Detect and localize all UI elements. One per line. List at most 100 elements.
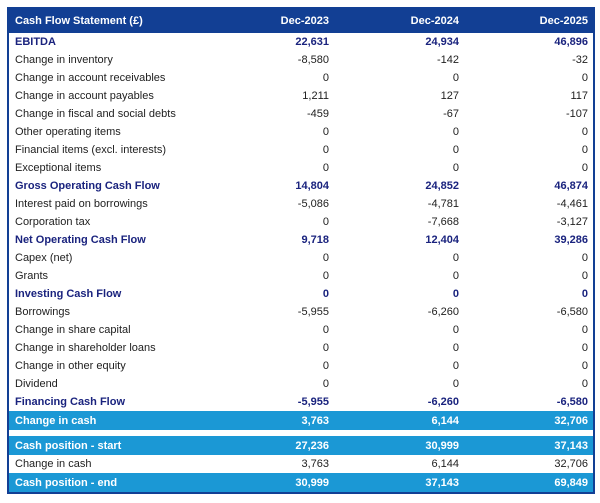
table-row: Change in cash 3,763 6,144 32,706 — [8, 411, 594, 430]
row-label: Grants — [15, 270, 49, 282]
table-row: Borrowings -5,955 -6,260 -6,580 — [8, 303, 594, 321]
cell-value: 0 — [322, 162, 329, 174]
cell-value: -7,668 — [427, 216, 459, 228]
table-row: Gross Operating Cash Flow 14,804 24,852 46,… — [8, 177, 594, 195]
row-label: Cash position - start — [8, 436, 204, 455]
table-row: Cash position - end 30,999 37,143 69,849 — [8, 473, 594, 493]
cell-value: 0 — [322, 378, 329, 390]
cell-value: 0 — [581, 360, 588, 372]
cell-value: 37,143 — [464, 436, 594, 455]
cell-value: -6,580 — [556, 396, 588, 408]
row-label: Exceptional items — [15, 162, 102, 174]
cell-value: 0 — [452, 324, 459, 336]
cell-value: 6,144 — [431, 458, 459, 470]
cell-value: 0 — [322, 288, 329, 300]
row-label: Change in shareholder loans — [15, 342, 156, 354]
cell-value: 0 — [581, 288, 588, 300]
table-row: Investing Cash Flow 0 0 0 — [8, 285, 594, 303]
cell-value: 0 — [452, 144, 459, 156]
cell-value: 0 — [452, 360, 459, 372]
table-row: Change in account payables 1,211 127 117 — [8, 87, 594, 105]
cell-value: -32 — [572, 54, 588, 66]
cell-value: 127 — [440, 90, 459, 102]
table-row: Cash position - start 27,236 30,999 37,143 — [8, 436, 594, 455]
cash-flow-statement: Cash Flow Statement (£) Dec-2023 Dec-2024… — [7, 7, 595, 494]
row-label: Dividend — [15, 378, 58, 390]
cell-value: -6,260 — [427, 396, 459, 408]
row-label: Interest paid on borrowings — [15, 198, 148, 210]
table-body: EBITDA 22,631 24,934 46,896 Change in invent… — [8, 33, 594, 493]
cell-value: 12,404 — [425, 234, 459, 246]
cell-value: 0 — [322, 360, 329, 372]
cell-value: -5,955 — [297, 306, 329, 318]
table-row: Financing Cash Flow -5,955 -6,260 -6,580 — [8, 393, 594, 411]
column-header: Dec-2023 — [204, 8, 334, 33]
row-label: Change in share capital — [15, 324, 131, 336]
cell-value: 0 — [581, 378, 588, 390]
cell-value: -4,461 — [556, 198, 588, 210]
row-label: EBITDA — [15, 36, 56, 48]
row-label: Financial items (excl. interests) — [15, 144, 166, 156]
column-header: Dec-2024 — [334, 8, 464, 33]
cell-value: 0 — [581, 126, 588, 138]
cell-value: 27,236 — [204, 436, 334, 455]
cell-value: 0 — [581, 144, 588, 156]
cell-value: 0 — [452, 378, 459, 390]
cell-value: -67 — [443, 108, 459, 120]
table-row: Change in account receivables 0 0 0 — [8, 69, 594, 87]
cell-value: 30,999 — [204, 473, 334, 493]
cell-value: 69,849 — [464, 473, 594, 493]
table-row: EBITDA 22,631 24,934 46,896 — [8, 33, 594, 51]
cell-value: 0 — [322, 270, 329, 282]
table-row: Corporation tax 0 -7,668 -3,127 — [8, 213, 594, 231]
cell-value: 0 — [322, 252, 329, 264]
cell-value: -459 — [306, 108, 329, 120]
cell-value: -5,955 — [297, 396, 329, 408]
row-label: Capex (net) — [15, 252, 73, 264]
row-label: Change in account payables — [15, 90, 154, 102]
table-row: Change in cash 3,763 6,144 32,706 — [8, 455, 594, 473]
table-row: Change in other equity 0 0 0 — [8, 357, 594, 375]
cell-value: 0 — [322, 144, 329, 156]
cell-value: 46,874 — [554, 180, 588, 192]
cell-value: 0 — [452, 270, 459, 282]
row-label: Gross Operating Cash Flow — [15, 180, 160, 192]
cell-value: 9,718 — [301, 234, 329, 246]
cell-value: 6,144 — [334, 411, 464, 430]
cell-value: 39,286 — [554, 234, 588, 246]
cell-value: 3,763 — [301, 458, 329, 470]
cell-value: 0 — [452, 126, 459, 138]
cell-value: 0 — [581, 342, 588, 354]
cell-value: -8,580 — [297, 54, 329, 66]
row-label: Change in cash — [8, 411, 204, 430]
cell-value: 0 — [581, 162, 588, 174]
cell-value: -142 — [436, 54, 459, 66]
cash-flow-table: Cash Flow Statement (£) Dec-2023 Dec-2024… — [7, 7, 595, 494]
table-row: Grants 0 0 0 — [8, 267, 594, 285]
table-row: Financial items (excl. interests) 0 0 0 — [8, 141, 594, 159]
cell-value: 32,706 — [464, 411, 594, 430]
cell-value: 24,852 — [425, 180, 459, 192]
cell-value: 0 — [452, 342, 459, 354]
table-row: Other operating items 0 0 0 — [8, 123, 594, 141]
row-label: Change in inventory — [15, 54, 113, 66]
spacer-cell — [8, 430, 594, 436]
cell-value: 24,934 — [425, 36, 459, 48]
column-header: Dec-2025 — [464, 8, 594, 33]
row-label: Net Operating Cash Flow — [15, 234, 146, 246]
row-label: Borrowings — [15, 306, 71, 318]
cell-value: 0 — [322, 72, 329, 84]
row-label: Change in cash — [15, 458, 92, 470]
table-row: Exceptional items 0 0 0 — [8, 159, 594, 177]
cell-value: 0 — [452, 288, 459, 300]
row-label: Change in account receivables — [15, 72, 166, 84]
row-label: Change in fiscal and social debts — [15, 108, 176, 120]
cell-value: 1,211 — [302, 90, 329, 102]
cell-value: -107 — [565, 108, 588, 120]
cell-value: 0 — [581, 252, 588, 264]
table-title: Cash Flow Statement (£) — [8, 8, 204, 33]
cell-value: -3,127 — [556, 216, 588, 228]
cell-value: 0 — [581, 270, 588, 282]
spacer-row — [8, 430, 594, 436]
cell-value: -6,580 — [556, 306, 588, 318]
